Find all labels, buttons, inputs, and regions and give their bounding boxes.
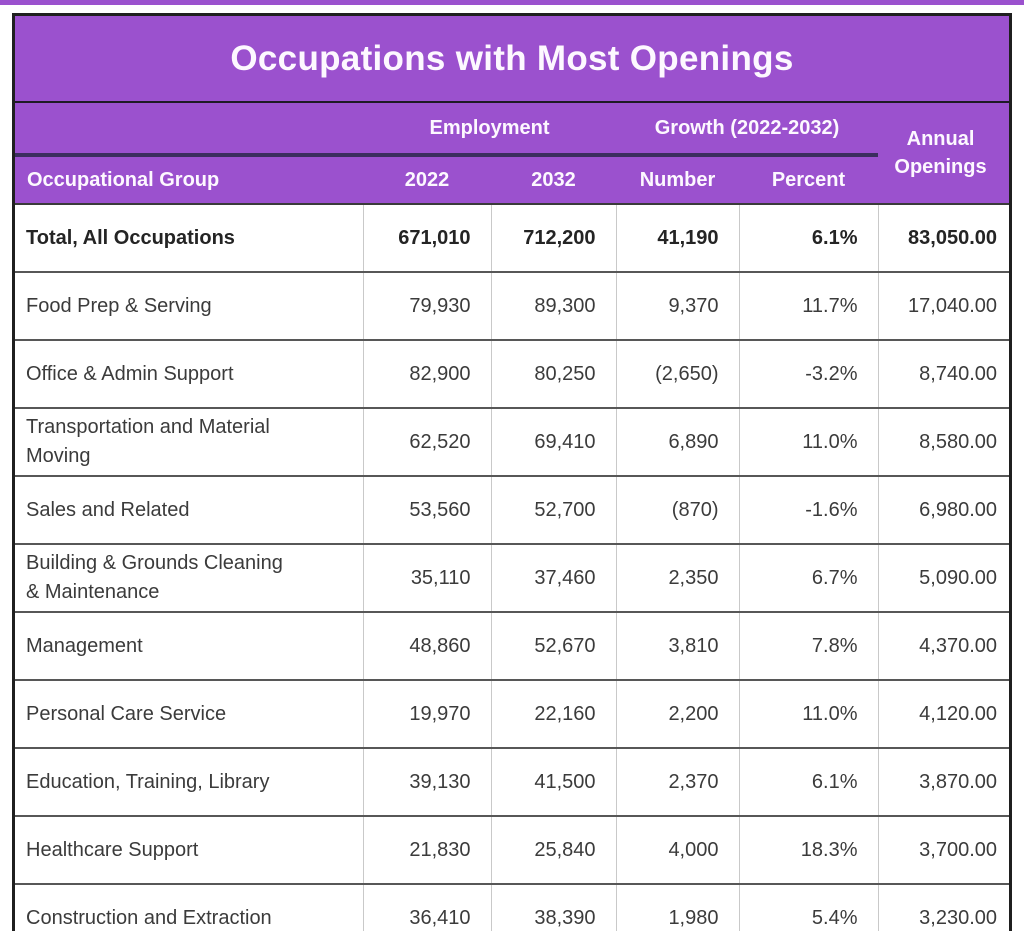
cell-growth-percent: 6.1%	[738, 747, 879, 816]
cell-emp-2032: 712,200	[490, 203, 616, 272]
cell-emp-2022: 48,860	[362, 611, 491, 680]
table-title: Occupations with Most Openings	[230, 38, 794, 78]
table-row: Management 48,860 52,670 3,810 7.8% 4,37…	[15, 611, 1010, 680]
row-label: Personal Care Service	[15, 679, 363, 748]
cell-growth-number: 3,810	[615, 611, 739, 680]
cell-growth-percent: 5.4%	[738, 883, 879, 931]
table-row-total: Total, All Occupations 671,010 712,200 4…	[15, 203, 1010, 272]
table-row: Education, Training, Library 39,130 41,5…	[15, 747, 1010, 816]
table-row: Building & Grounds Cleaning & Maintenanc…	[15, 543, 1010, 612]
cell-annual-openings: 6,980.00	[877, 475, 1010, 544]
cell-emp-2022: 21,830	[362, 815, 491, 884]
header-2032: 2032	[491, 155, 616, 204]
row-label: Construction and Extraction	[15, 883, 363, 931]
row-label: Transportation and Material Moving	[15, 407, 363, 476]
header-growth-group: Growth (2022-2032)	[616, 103, 879, 157]
cell-growth-percent: 6.1%	[738, 203, 879, 272]
cell-emp-2032: 41,500	[490, 747, 616, 816]
cell-emp-2022: 39,130	[362, 747, 491, 816]
cell-emp-2022: 35,110	[362, 543, 491, 612]
header-2022: 2022	[363, 155, 491, 204]
header-number: Number	[616, 155, 739, 204]
cell-growth-number: (870)	[615, 475, 739, 544]
header-column-row: Occupational Group 2022 2032 Number Perc…	[15, 155, 1009, 204]
header-annual-line2: Openings	[894, 156, 987, 178]
table-header: Employment Growth (2022-2032) Annual Ope…	[15, 103, 1010, 204]
cell-growth-number: 9,370	[615, 271, 739, 340]
row-label: Healthcare Support	[15, 815, 363, 884]
row-label: Food Prep & Serving	[15, 271, 363, 340]
cell-growth-number: (2,650)	[615, 339, 739, 408]
table-row: Sales and Related 53,560 52,700 (870) -1…	[15, 475, 1010, 544]
cell-annual-openings: 8,740.00	[877, 339, 1010, 408]
table-row: Food Prep & Serving 79,930 89,300 9,370 …	[15, 271, 1010, 340]
table-body: Total, All Occupations 671,010 712,200 4…	[15, 203, 1010, 931]
cell-growth-number: 2,200	[615, 679, 739, 748]
cell-growth-percent: 11.0%	[738, 407, 879, 476]
cell-annual-openings: 3,700.00	[877, 815, 1010, 884]
cell-annual-openings: 4,370.00	[877, 611, 1010, 680]
cell-growth-number: 2,370	[615, 747, 739, 816]
cell-annual-openings: 4,120.00	[877, 679, 1010, 748]
header-percent: Percent	[739, 155, 879, 204]
cell-growth-number: 41,190	[615, 203, 739, 272]
occupations-table-card: Occupations with Most Openings Employmen…	[12, 13, 1012, 931]
cell-emp-2022: 671,010	[362, 203, 491, 272]
header-group-spacer	[15, 103, 363, 157]
cell-annual-openings: 5,090.00	[877, 543, 1010, 612]
cell-emp-2022: 82,900	[362, 339, 491, 408]
cell-annual-openings: 3,230.00	[877, 883, 1010, 931]
cell-annual-openings: 17,040.00	[877, 271, 1010, 340]
cell-annual-openings: 83,050.00	[877, 203, 1010, 272]
cell-emp-2032: 52,670	[490, 611, 616, 680]
cell-growth-percent: 7.8%	[738, 611, 879, 680]
row-label: Education, Training, Library	[15, 747, 363, 816]
cell-growth-percent: 6.7%	[738, 543, 879, 612]
cell-emp-2032: 89,300	[490, 271, 616, 340]
cell-emp-2032: 52,700	[490, 475, 616, 544]
table-row: Office & Admin Support 82,900 80,250 (2,…	[15, 339, 1010, 408]
row-label: Office & Admin Support	[15, 339, 363, 408]
cell-emp-2032: 38,390	[490, 883, 616, 931]
cell-growth-percent: -3.2%	[738, 339, 879, 408]
header-employment-group: Employment	[363, 103, 616, 157]
cell-emp-2022: 19,970	[362, 679, 491, 748]
cell-growth-number: 4,000	[615, 815, 739, 884]
row-label: Building & Grounds Cleaning & Maintenanc…	[15, 543, 363, 612]
row-label: Sales and Related	[15, 475, 363, 544]
cell-emp-2032: 22,160	[490, 679, 616, 748]
cell-annual-openings: 8,580.00	[877, 407, 1010, 476]
cell-emp-2022: 62,520	[362, 407, 491, 476]
cell-growth-number: 6,890	[615, 407, 739, 476]
cell-emp-2032: 25,840	[490, 815, 616, 884]
cell-emp-2032: 80,250	[490, 339, 616, 408]
header-annual-line1: Annual	[906, 128, 975, 150]
row-label: Management	[15, 611, 363, 680]
cell-emp-2022: 36,410	[362, 883, 491, 931]
cell-growth-percent: 18.3%	[738, 815, 879, 884]
cell-growth-percent: 11.0%	[738, 679, 879, 748]
cell-growth-percent: -1.6%	[738, 475, 879, 544]
cell-growth-percent: 11.7%	[738, 271, 879, 340]
cell-emp-2022: 53,560	[362, 475, 491, 544]
header-group-row: Employment Growth (2022-2032) Annual Ope…	[15, 103, 1010, 204]
cell-annual-openings: 3,870.00	[877, 747, 1010, 816]
table-row: Healthcare Support 21,830 25,840 4,000 1…	[15, 815, 1010, 884]
header-occupational-group: Occupational Group	[15, 155, 363, 204]
cell-emp-2032: 37,460	[490, 543, 616, 612]
cell-growth-number: 2,350	[615, 543, 739, 612]
table-row: Personal Care Service 19,970 22,160 2,20…	[15, 679, 1010, 748]
top-purple-strip	[0, 0, 1024, 5]
cell-emp-2022: 79,930	[362, 271, 491, 340]
cell-growth-number: 1,980	[615, 883, 739, 931]
occupations-table: Employment Growth (2022-2032) Annual Ope…	[15, 103, 1010, 931]
table-title-bar: Occupations with Most Openings	[15, 16, 1009, 103]
table-row: Transportation and Material Moving 62,52…	[15, 407, 1010, 476]
header-annual-openings: Annual Openings	[878, 103, 1010, 204]
cell-emp-2032: 69,410	[490, 407, 616, 476]
row-label: Total, All Occupations	[15, 203, 363, 272]
table-row: Construction and Extraction 36,410 38,39…	[15, 883, 1010, 931]
